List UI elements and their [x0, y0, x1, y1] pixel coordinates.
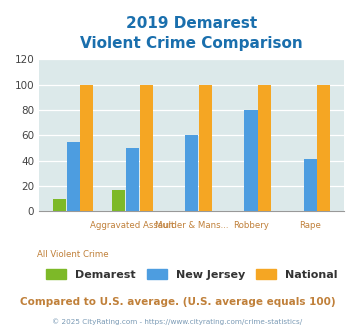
Bar [112, 190, 125, 211]
Bar [258, 85, 271, 211]
Bar [185, 135, 198, 211]
Title: 2019 Demarest
Violent Crime Comparison: 2019 Demarest Violent Crime Comparison [80, 16, 303, 51]
Text: © 2025 CityRating.com - https://www.cityrating.com/crime-statistics/: © 2025 CityRating.com - https://www.city… [53, 318, 302, 325]
Legend: Demarest, New Jersey, National: Demarest, New Jersey, National [42, 265, 342, 284]
Bar [317, 85, 331, 211]
Bar [245, 110, 257, 211]
Text: Compared to U.S. average. (U.S. average equals 100): Compared to U.S. average. (U.S. average … [20, 297, 335, 307]
Bar [304, 159, 317, 211]
Bar [80, 85, 93, 211]
Bar [140, 85, 153, 211]
Bar [67, 142, 80, 211]
Bar [53, 199, 66, 211]
Text: All Violent Crime: All Violent Crime [37, 250, 109, 259]
Bar [126, 148, 139, 211]
Bar [199, 85, 212, 211]
